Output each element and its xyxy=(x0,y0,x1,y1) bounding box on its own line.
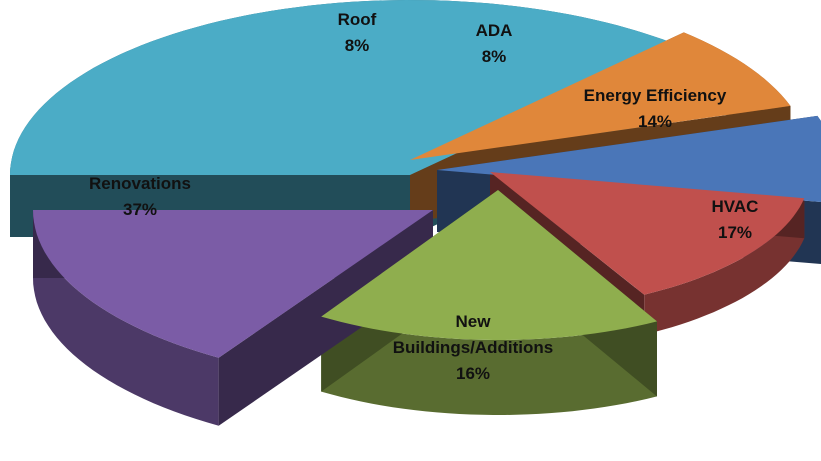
slice-name-ada: ADA xyxy=(476,21,513,40)
slice-value-roof: 8% xyxy=(345,36,370,55)
slice-labels: Renovations 37% Roof 8% ADA 8% Energy Efficien… xyxy=(89,10,758,383)
slice-name-roof: Roof xyxy=(338,10,377,29)
slice-value-new-buildings-additions: 16% xyxy=(456,364,490,383)
slice-label-ada: ADA 8% xyxy=(476,21,513,66)
slice-hvac xyxy=(321,190,657,340)
slice-roof xyxy=(410,32,791,160)
slice-name-energy-efficiency: Energy Efficiency xyxy=(584,86,727,105)
slice-renovations xyxy=(10,0,684,175)
slice-side-energy-efficiency xyxy=(644,198,805,335)
slice-label-new-buildings-additions: New Buildings/Additions 16% xyxy=(393,312,554,383)
slice-side-hvac xyxy=(321,316,657,415)
slice-name-new-buildings-additions: New xyxy=(456,312,492,331)
slice-label-hvac: HVAC 17% xyxy=(712,197,759,242)
slice-name-renovations: Renovations xyxy=(89,174,191,193)
slice-value-ada: 8% xyxy=(482,47,507,66)
slice-tops xyxy=(10,0,821,358)
slice-new-buildings-additions xyxy=(33,210,433,358)
slice-name-new-buildings-additions: Buildings/Additions xyxy=(393,338,554,357)
slice-value-renovations: 37% xyxy=(123,200,157,219)
slice-value-hvac: 17% xyxy=(718,223,752,242)
slice-side-new-buildings-additions xyxy=(33,210,219,426)
slice-label-roof: Roof 8% xyxy=(338,10,377,55)
slice-energy-efficiency xyxy=(490,172,805,295)
slice-name-hvac: HVAC xyxy=(712,197,759,216)
slice-label-energy-efficiency: Energy Efficiency 14% xyxy=(584,86,727,131)
slice-ada xyxy=(437,115,821,203)
slice-value-energy-efficiency: 14% xyxy=(638,112,672,131)
slice-label-renovations: Renovations 37% xyxy=(89,174,191,219)
